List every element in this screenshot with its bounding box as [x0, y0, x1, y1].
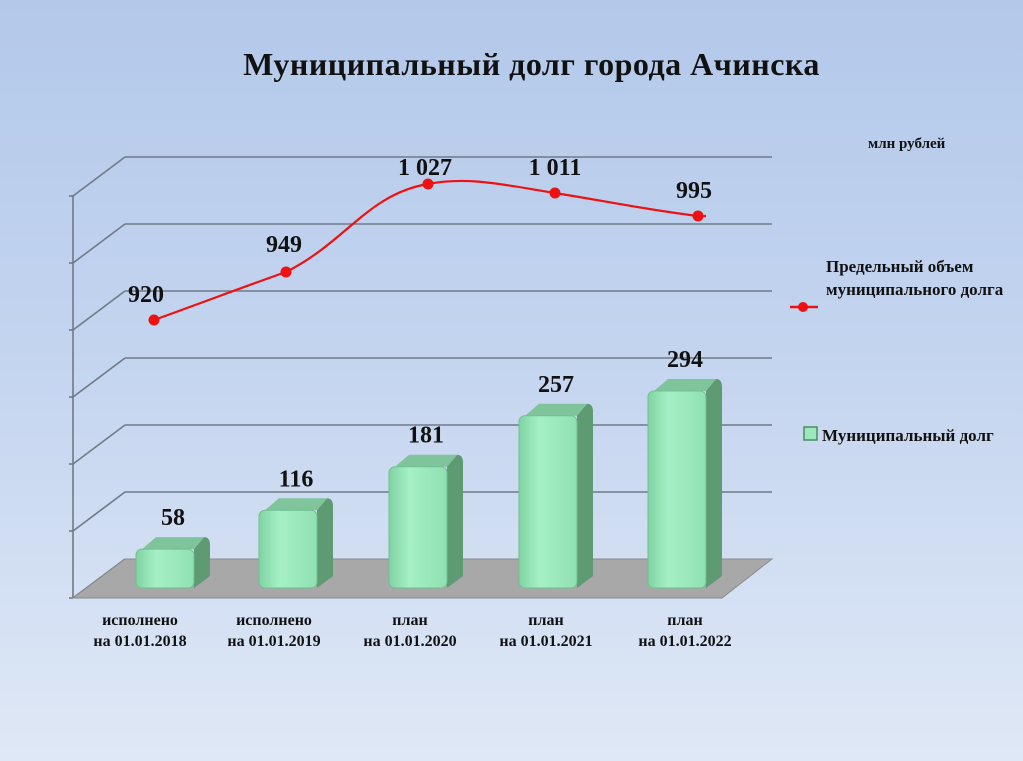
grid-diagonal — [72, 424, 126, 465]
grid-diagonal — [72, 290, 126, 331]
bar-value-label: 181 — [408, 423, 444, 449]
x-tick-label: исполнено на 01.01.2019 — [227, 612, 321, 650]
grid-diagonal — [72, 223, 126, 264]
legend-bar-label: Муниципальный долг — [822, 426, 994, 445]
x-tick-label: план на 01.01.2022 — [638, 612, 732, 650]
line-value-label: 995 — [676, 178, 712, 204]
bar — [258, 509, 318, 589]
bar-value-label: 116 — [279, 466, 314, 492]
line-point — [422, 178, 434, 190]
data-labels: 58 116 181 257 294 920 949 1 027 1 011 995 — [128, 155, 712, 531]
bar — [647, 390, 707, 589]
grid-diagonal — [72, 156, 126, 197]
bar-top — [395, 454, 457, 467]
line-value-label: 920 — [128, 282, 164, 308]
bar-top — [654, 379, 716, 392]
limit-line — [153, 179, 706, 322]
line-point — [148, 314, 160, 326]
bar-top — [525, 403, 587, 416]
x-tick-label: план на 01.01.2021 — [499, 612, 593, 650]
bar — [518, 415, 578, 589]
bar-top — [265, 498, 327, 511]
legend-bar-icon — [803, 426, 818, 441]
bar — [388, 466, 448, 589]
bar-side — [577, 403, 593, 588]
bar-side — [706, 379, 722, 588]
line-point — [692, 210, 704, 222]
chart-title: Муниципальный долг города Ачинска — [243, 46, 820, 82]
grid-diagonal — [72, 491, 126, 532]
bar-top — [142, 537, 204, 550]
x-tick-label: исполнено на 01.01.2018 — [93, 612, 187, 650]
x-tick-label: план на 01.01.2020 — [363, 612, 457, 650]
bar — [135, 548, 195, 589]
bar-value-label: 257 — [538, 372, 574, 398]
line-point — [549, 187, 561, 199]
line-value-label: 949 — [266, 232, 302, 258]
line-point — [280, 266, 292, 278]
line-series — [148, 178, 706, 326]
grid-diagonal — [72, 357, 126, 398]
line-value-label: 1 011 — [529, 155, 582, 181]
unit-label: млн рублей — [868, 136, 946, 152]
bar-value-label: 58 — [161, 505, 185, 531]
bar-series — [135, 379, 722, 589]
legend-line-marker — [798, 302, 808, 312]
bar-side — [317, 498, 333, 588]
bar-side — [194, 537, 210, 588]
line-value-label: 1 027 — [398, 155, 452, 181]
bar-value-label: 294 — [667, 347, 703, 373]
legend-markers — [790, 302, 818, 441]
legend-line-label: Предельный объем муниципального долга — [826, 257, 1004, 299]
bar-side — [447, 454, 463, 588]
